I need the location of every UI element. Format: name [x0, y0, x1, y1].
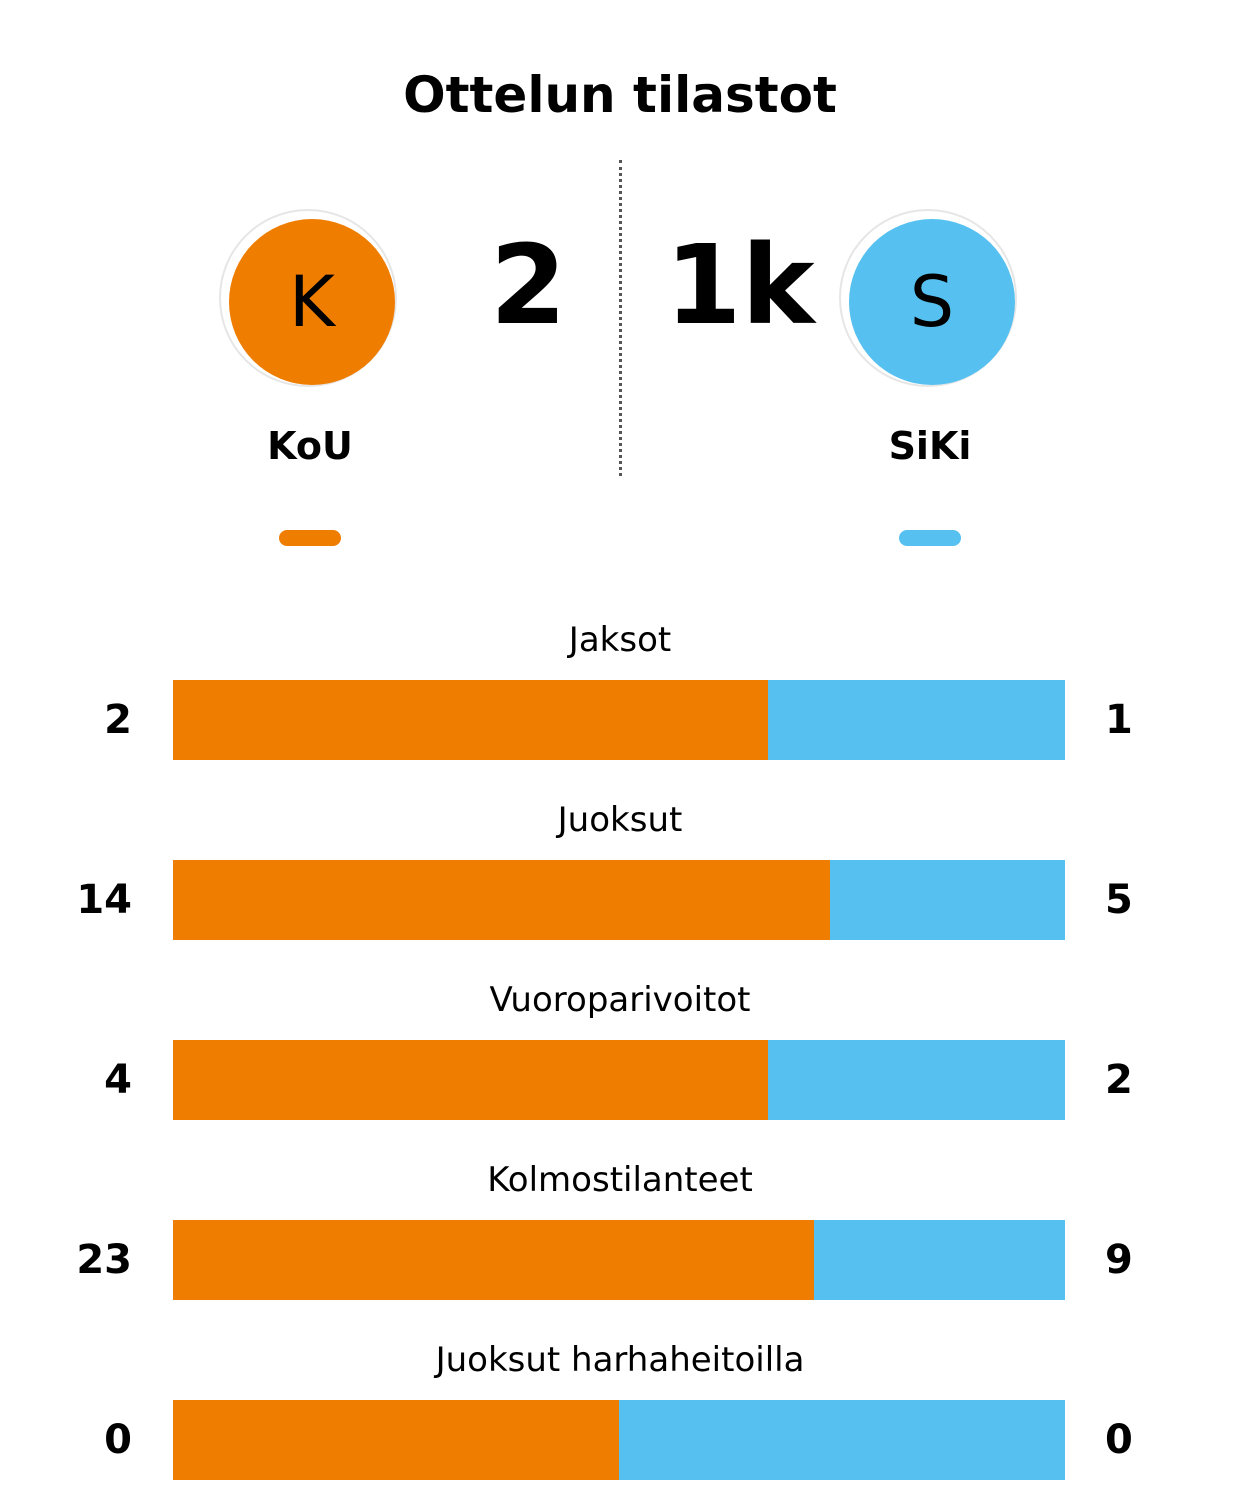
- stat-label: Juoksut: [557, 800, 683, 840]
- stat-bar-away-segment: [814, 1220, 1065, 1300]
- stat-label: Juoksut harhaheitoilla: [435, 1340, 805, 1380]
- stat-bar-home-segment: [173, 1400, 619, 1480]
- page-title: Ottelun tilastot: [403, 66, 837, 124]
- away-team-logo: S: [841, 211, 1015, 385]
- stat-bar-home-segment: [173, 680, 768, 760]
- stat-bar-home-segment: [173, 1040, 768, 1120]
- away-score: 1k: [665, 221, 815, 349]
- stat-label: Vuoroparivoitot: [489, 980, 751, 1020]
- stat-bar-away-segment: [767, 1040, 1065, 1120]
- stat-value-home: 0: [104, 1417, 132, 1463]
- stat-bar: [173, 680, 1065, 760]
- stat-value-away: 0: [1105, 1417, 1133, 1463]
- stat-label: Kolmostilanteet: [487, 1160, 753, 1200]
- stat-value-home: 4: [104, 1057, 132, 1103]
- stat-bar-away-segment: [619, 1400, 1065, 1480]
- away-team-name: SiKi: [888, 424, 972, 468]
- home-color-legend: [279, 530, 341, 546]
- stat-value-home: 14: [76, 877, 132, 923]
- home-team-initial: K: [229, 219, 395, 385]
- away-color-legend: [899, 530, 961, 546]
- stat-value-away: 1: [1105, 697, 1133, 743]
- score-divider: [619, 160, 622, 476]
- stat-value-home: 23: [76, 1237, 132, 1283]
- stat-bar-away-segment: [830, 860, 1065, 940]
- stat-value-home: 2: [104, 697, 132, 743]
- stat-bar: [173, 1400, 1065, 1480]
- home-team-logo: K: [221, 211, 395, 385]
- away-team-initial: S: [849, 219, 1015, 385]
- home-score: 2: [490, 221, 567, 349]
- stat-bar: [173, 1040, 1065, 1120]
- stat-bar-home-segment: [173, 1220, 815, 1300]
- stat-value-away: 9: [1105, 1237, 1133, 1283]
- stat-value-away: 2: [1105, 1057, 1133, 1103]
- stat-value-away: 5: [1105, 877, 1133, 923]
- home-team-name: KoU: [267, 424, 353, 468]
- stat-bar: [173, 860, 1065, 940]
- stat-bar-home-segment: [173, 860, 831, 940]
- stat-bar-away-segment: [767, 680, 1065, 760]
- stat-bar: [173, 1220, 1065, 1300]
- stat-label: Jaksot: [568, 620, 672, 660]
